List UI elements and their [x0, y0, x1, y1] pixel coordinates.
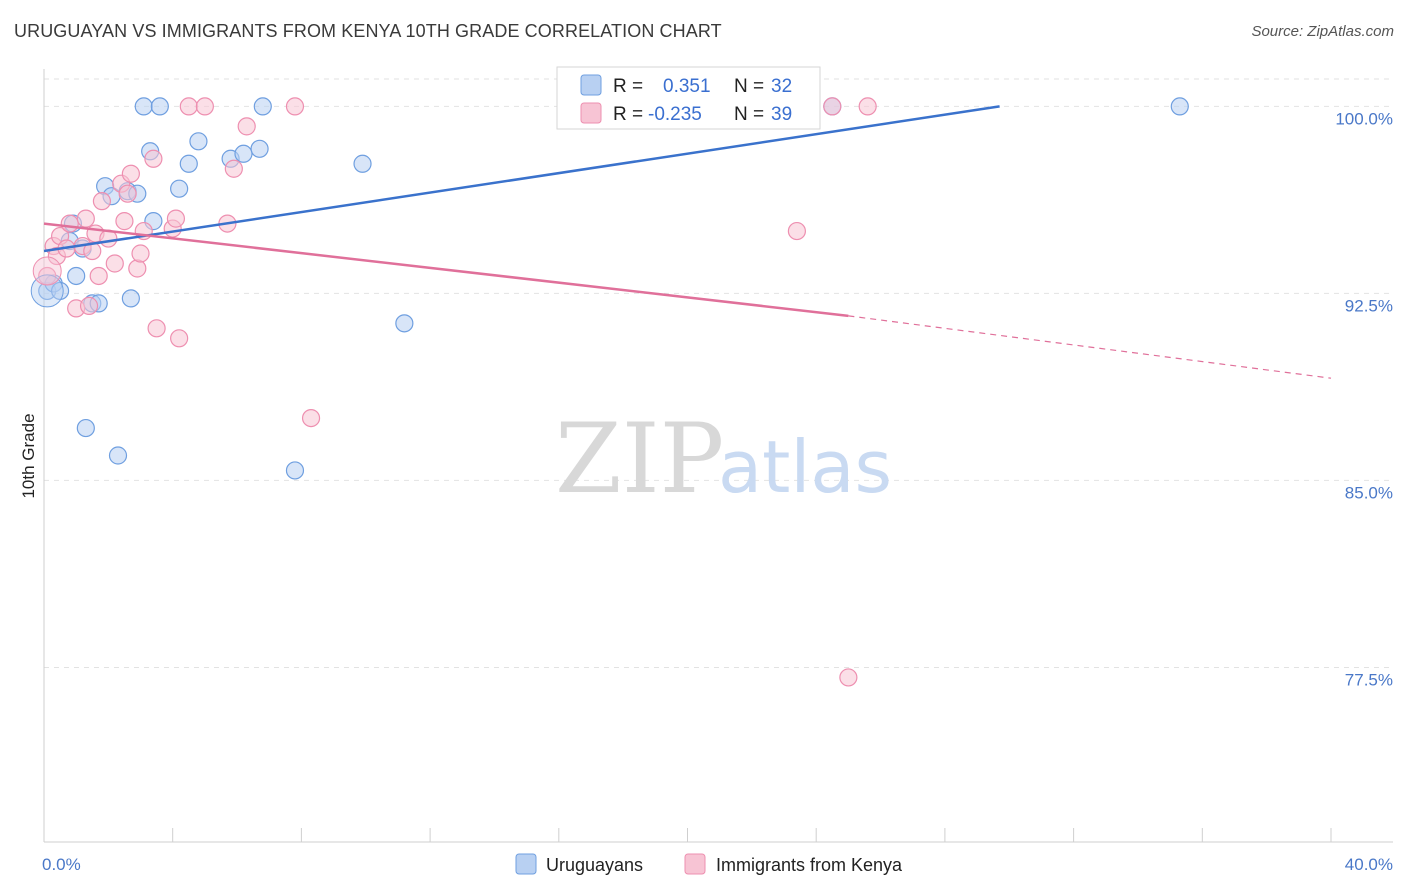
point-0-28: [353, 154, 372, 173]
trend-line-dashed-1: [848, 315, 1332, 379]
point-1-31: [224, 159, 243, 178]
point-0-21: [179, 154, 198, 173]
point-cluster-1: [32, 256, 62, 286]
point-1-35: [787, 221, 806, 241]
point-0-12: [108, 446, 128, 465]
point-1-27: [170, 329, 189, 348]
trend-lines: [43, 105, 1332, 379]
point-1-20: [128, 259, 147, 278]
trend-line-1: [43, 222, 849, 318]
point-0-26: [253, 97, 272, 116]
point-1-38: [858, 97, 877, 116]
point-1-15: [105, 254, 124, 273]
point-1-8: [76, 209, 95, 228]
point-0-7: [76, 418, 95, 438]
legend-n-label-1: N =: [734, 104, 764, 125]
point-1-5: [60, 214, 79, 233]
y-tick-label-1: 92.5%: [1345, 296, 1393, 315]
point-1-36: [823, 97, 842, 116]
y-axis-label: 10th Grade: [19, 413, 38, 498]
series-legend-label-uruguayans: Uruguayans: [546, 855, 643, 875]
point-1-32: [237, 117, 256, 136]
point-0-31: [1170, 97, 1189, 116]
point-0-14: [121, 289, 140, 308]
legend-n-value-0: 32: [771, 76, 792, 97]
point-1-24: [147, 319, 166, 338]
point-0-29: [395, 314, 414, 333]
watermark-atlas: atlas: [718, 425, 892, 509]
chart-title: URUGUAYAN VS IMMIGRANTS FROM KENYA 10TH …: [14, 21, 722, 41]
grid-lines: [44, 78, 1393, 668]
point-0-20: [170, 179, 189, 198]
point-0-16: [134, 97, 153, 116]
watermark-zip: ZIP: [555, 403, 724, 515]
point-0-19: [150, 97, 169, 116]
point-1-33: [285, 97, 305, 116]
watermark: ZIP atlas: [555, 403, 892, 515]
y-tick-label-0: 100.0%: [1335, 109, 1393, 128]
source-label: Source: ZipAtlas.com: [1251, 23, 1394, 40]
point-1-26: [166, 209, 186, 228]
legend-r-label-0: R =: [613, 76, 643, 97]
point-1-28: [179, 97, 198, 116]
point-1-37: [839, 668, 858, 687]
x-tick-label-0: 0.0%: [42, 855, 81, 874]
x-tick-labels: 0.0% 40.0%: [42, 855, 1393, 874]
point-1-21: [131, 244, 150, 263]
point-1-34: [301, 408, 321, 428]
x-tick-label-1: 40.0%: [1345, 855, 1393, 874]
point-1-0: [38, 266, 57, 286]
legend-r-label-1: R =: [613, 104, 643, 125]
point-1-18: [118, 184, 137, 203]
legend-n-value-1: 39: [771, 104, 792, 125]
point-0-22: [189, 132, 208, 151]
point-1-12: [89, 266, 108, 286]
series-legend-swatch-kenya: [684, 853, 706, 875]
series-legend-swatch-uruguayans: [515, 853, 537, 875]
legend-r-value-0: 0.351: [663, 76, 711, 97]
point-1-29: [195, 97, 214, 116]
y-tick-label-2: 85.0%: [1345, 483, 1393, 502]
point-0-5: [67, 266, 86, 286]
series-legend: Uruguayans Immigrants from Kenya: [515, 853, 903, 875]
legend-r-value-1: -0.235: [648, 104, 702, 125]
point-0-25: [250, 139, 269, 158]
point-1-17: [115, 212, 134, 231]
series-legend-label-kenya: Immigrants from Kenya: [716, 855, 903, 875]
point-0-2: [50, 281, 70, 301]
y-tick-labels: 100.0% 92.5% 85.0% 77.5%: [1335, 109, 1393, 689]
y-tick-label-3: 77.5%: [1345, 670, 1393, 689]
legend-n-label-0: N =: [734, 76, 764, 97]
legend-swatch-uruguayans: [580, 74, 602, 96]
point-1-23: [144, 149, 163, 168]
point-0-24: [234, 144, 253, 163]
point-1-9: [79, 296, 99, 315]
axes: [43, 69, 1393, 843]
legend-swatch-kenya: [580, 102, 602, 124]
point-1-13: [92, 192, 112, 211]
data-points: [30, 97, 1189, 687]
trend-line-0: [43, 105, 1000, 253]
point-1-19: [121, 164, 140, 183]
point-0-27: [285, 461, 305, 480]
stats-legend: R = 0.351 N = 32 R = -0.235 N = 39: [556, 66, 821, 130]
